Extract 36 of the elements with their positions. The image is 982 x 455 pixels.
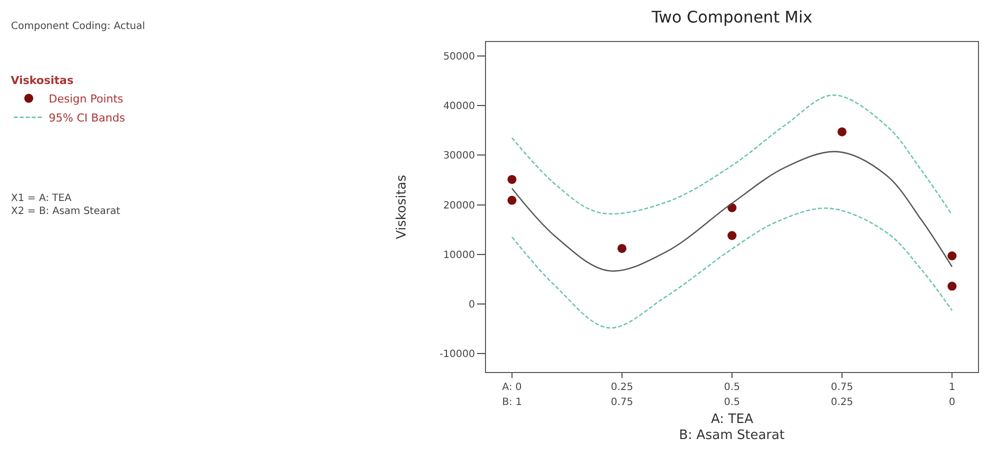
text: Component Coding: Actual (11, 21, 146, 32)
line-series (511, 207, 953, 328)
line-series (511, 150, 953, 272)
point (617, 244, 626, 253)
y-tick-label: 0 (468, 300, 475, 311)
point (948, 282, 957, 291)
point (507, 196, 516, 205)
line-series (511, 94, 953, 216)
point (728, 231, 736, 240)
legend-title: Viskositas (10, 74, 74, 87)
x-tick-label: 0.25 (610, 382, 634, 393)
y-tick-label: -10000 (440, 349, 475, 360)
x-tick-label: A: 0 (502, 382, 522, 393)
x2-tick-label: 0.25 (830, 397, 854, 408)
legend-label: 95% CI Bands (48, 112, 126, 125)
x-tick-label: 0.75 (830, 382, 854, 393)
legend-label: Design Points (48, 92, 124, 106)
x-axis-title: A: TEA (711, 412, 754, 427)
x2-tick-label: 0 (948, 397, 956, 408)
x2-tick-label: B: 1 (502, 397, 522, 408)
point (948, 251, 957, 260)
point (838, 127, 847, 136)
point (507, 174, 516, 184)
chart-title: Two Component Mix (650, 8, 812, 27)
x2-axis-title: B: Asam Stearat (679, 428, 785, 443)
y-axis-title: Viskositas (394, 174, 410, 240)
y-tick-label: 10000 (443, 250, 475, 261)
text: X1 = A: TEA X2 = B: Asam Stearat (11, 193, 120, 217)
x-tick-label: 1 (948, 382, 956, 393)
y-tick-label: 40000 (443, 101, 475, 112)
y-tick-label: 50000 (443, 51, 475, 62)
x2-tick-label: 0.5 (724, 397, 740, 408)
x2-tick-label: 0.75 (610, 397, 634, 408)
x-tick-label: 0.5 (724, 382, 740, 393)
y-tick-label: 20000 (443, 200, 475, 212)
y-tick-label: 30000 (443, 150, 475, 162)
